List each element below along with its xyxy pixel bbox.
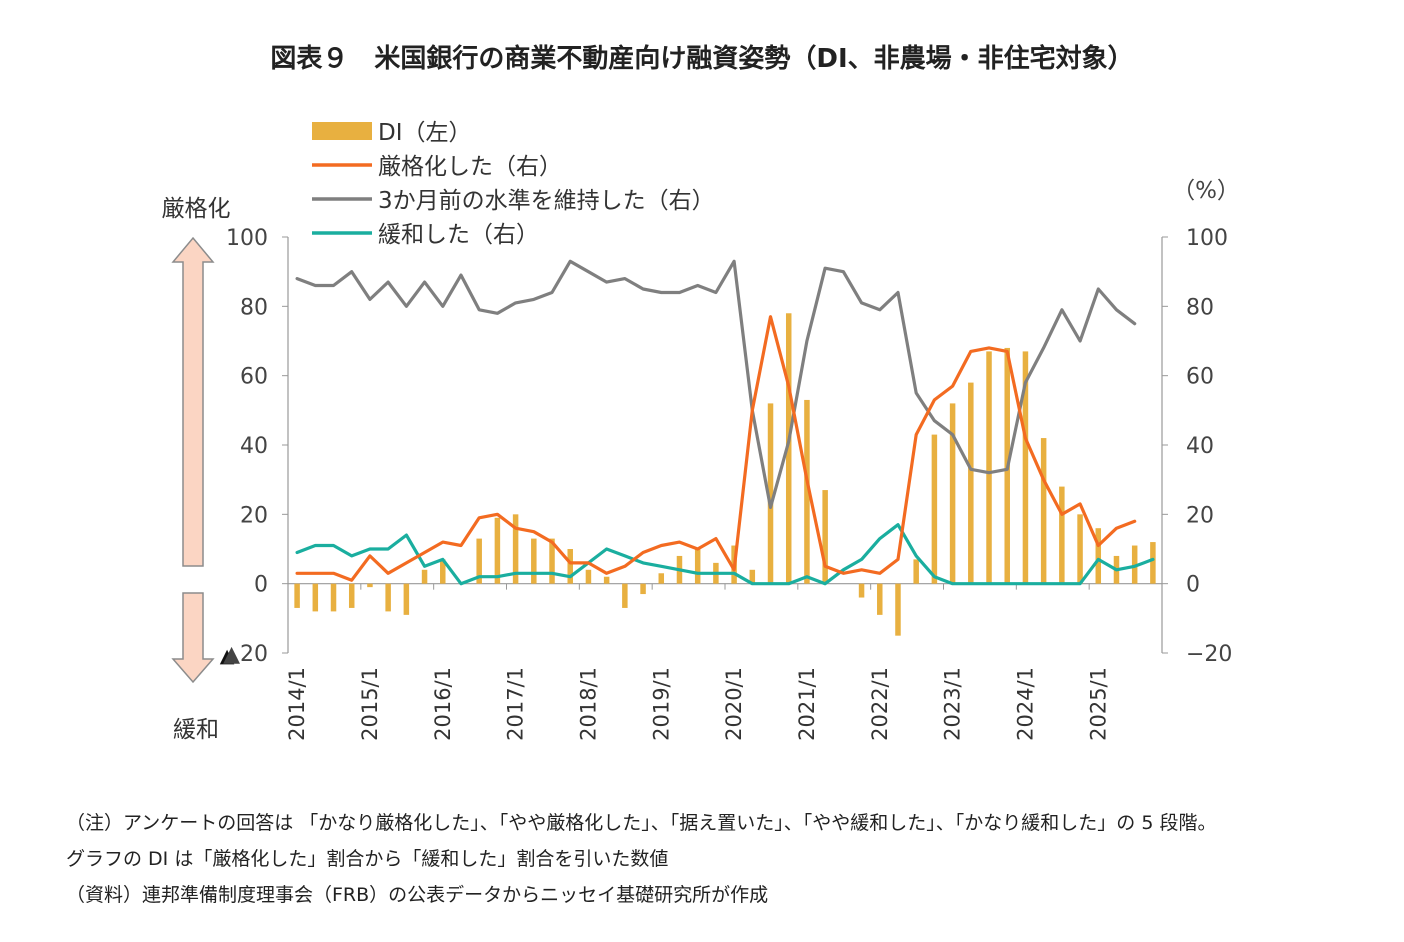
left-tick-label: 80 [240,295,268,320]
right-tick-label: 40 [1186,434,1214,459]
di-bar [494,517,501,584]
di-bar [913,559,919,584]
di-bar [1059,486,1065,584]
di-bar [931,434,938,584]
legend-tightened-label: 厳格化した（右） [378,154,562,180]
legend-di-label: DI（左） [378,120,472,146]
right-tick-label: −20 [1186,642,1232,667]
di-bar [440,559,446,584]
legend: DI（左） 厳格化した（右） 3か月前の水準を維持した（右） 緩和した（右） [312,120,715,248]
chart-title: 図表９ 米国銀行の商業不動産向け融資姿勢（DI、非農場・非住宅対象） [270,44,1134,74]
x-tick-label: 2014/1 [285,667,309,741]
di-bar [968,382,974,584]
right-axis-unit: （%） [1172,178,1240,204]
di-bar [804,399,810,584]
di-bar [785,313,792,584]
di-bar [294,583,300,608]
left-tick-label: 20 [240,503,268,528]
tighten-arrow-icon [171,236,215,567]
footnote-source: （資料）連邦準備制度理事会（FRB）の公表データからニッセイ基礎研究所が作成 [66,884,769,906]
di-bar [986,351,992,584]
di-bar [749,569,756,584]
right-tick-label: 0 [1186,573,1200,598]
legend-eased-label: 緩和した（右） [378,222,539,248]
ease-arrow-icon [171,592,215,684]
di-bar [877,583,883,615]
left-tick-label: ▲20 [223,642,268,667]
right-tick-label: 60 [1186,365,1214,390]
di-bar [549,538,555,584]
right-tick-label: 100 [1186,226,1228,251]
left-tick-label: 100 [226,226,268,251]
di-bar [1022,351,1029,584]
di-bar [421,569,428,584]
di-bar [1095,528,1102,584]
x-tick-label: 2020/1 [722,667,746,741]
right-tick-label: 20 [1186,503,1214,528]
di-bar [658,573,665,584]
x-tick-label: 2022/1 [868,667,892,741]
left-tick-label: 60 [240,365,268,390]
ease-label: 緩和 [173,717,219,743]
di-bar [403,583,410,615]
di-bar [1040,438,1047,584]
di-bar [858,583,865,598]
left-tick-label: 40 [240,434,268,459]
di-bar [640,583,646,595]
di-bar [385,583,391,612]
footnote-note: （注）アンケートの回答は 「かなり厳格化した」、「やや厳格化した」、「据え置いた… [66,812,1217,834]
di-bar [603,576,610,584]
x-tick-label: 2015/1 [358,667,382,741]
di-bar [949,403,956,584]
x-tick-label: 2023/1 [941,667,965,741]
legend-unchanged-label: 3か月前の水準を維持した（右） [378,188,715,214]
di-bar [330,583,337,612]
left-tick-label: 0 [254,573,268,598]
di-bars [294,313,1156,636]
x-tick-label: 2016/1 [431,667,455,741]
di-bar [476,538,482,584]
negative-marker: ▲ [220,645,235,667]
x-tick-label: 2021/1 [795,667,819,741]
footnote-di: グラフの DI は「厳格化した」割合から「緩和した」割合を引いた数値 [66,848,669,870]
series-lines [295,259,1155,586]
di-bar [512,514,519,584]
x-tick-label: 2018/1 [576,667,600,741]
axes: ▲20 −20 0 0 20 20 40 40 60 60 80 80 100 100 2014/1 2015… [223,226,1232,741]
di-bar [1077,514,1083,584]
di-bar [348,583,355,608]
di-bar [767,403,774,584]
x-tick-label: 2017/1 [504,667,528,741]
direction-arrows [171,236,215,684]
tightened-line [295,315,1137,582]
di-bar [585,569,592,584]
x-tick-label: 2024/1 [1013,667,1037,741]
di-bar [895,583,901,636]
chart: 厳格化 緩和 ▲ （%） ▲20 −20 0 0 20 20 40 40 60 60 80 80 100… [162,120,1240,743]
di-bar [531,538,537,584]
eased-line [295,523,1155,586]
di-bar [367,583,373,588]
unchanged-line [295,259,1137,509]
x-tick-label: 2019/1 [649,667,673,741]
right-tick-label: 80 [1186,295,1214,320]
di-bar [694,549,701,584]
di-bar [822,490,828,584]
di-bar [622,583,628,608]
di-bar [1150,542,1156,584]
legend-swatch-bar [312,122,372,140]
di-bar [567,549,573,584]
x-tick-label: 2025/1 [1086,667,1110,741]
tighten-label: 厳格化 [162,196,231,222]
di-bar [312,583,319,612]
